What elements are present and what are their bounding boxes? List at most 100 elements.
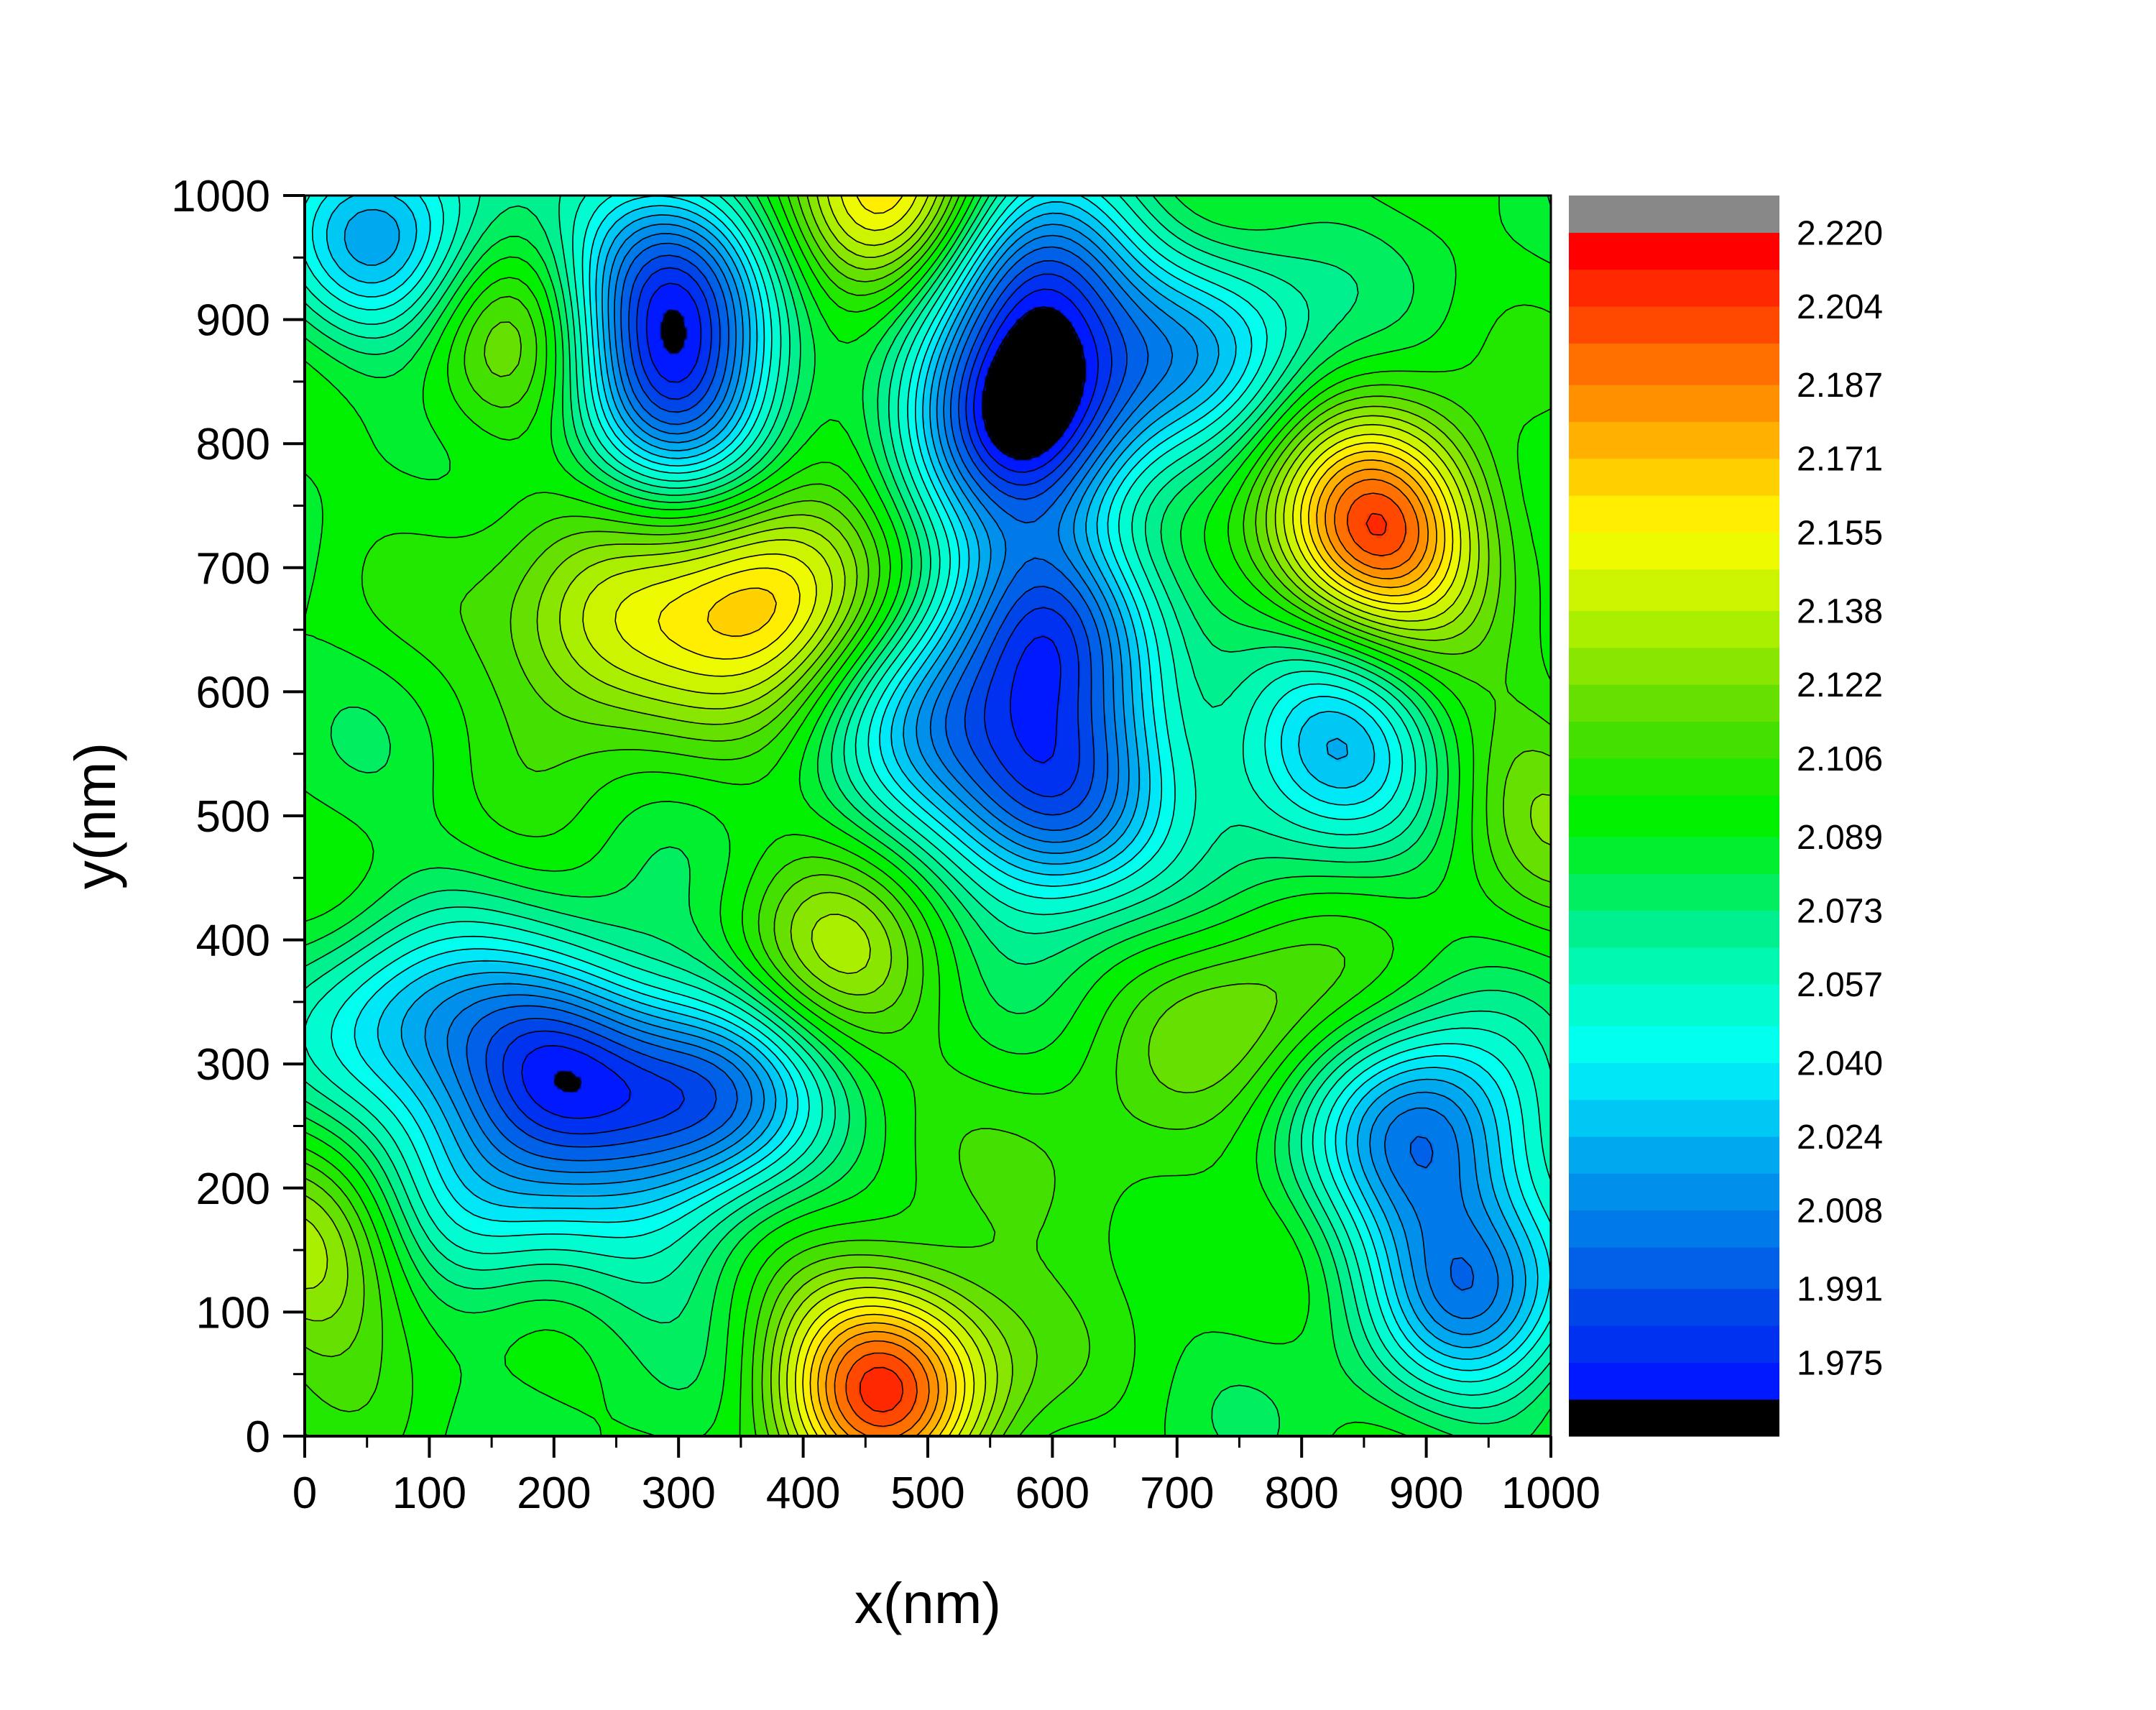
colorbar-band	[1569, 1136, 1779, 1174]
colorbar-tick-label: 2.122	[1797, 666, 1883, 704]
x-axis: 0 100 200 300 400 500 600 700 800 900 1000	[292, 1435, 1600, 1518]
colorbar-tick-label: 2.089	[1797, 819, 1883, 857]
contour-line-2	[502, 267, 1112, 1135]
colorbar-tick-label: 2.187	[1797, 367, 1883, 405]
colorbar-band	[1569, 1099, 1779, 1137]
x-tick-label: 600	[1015, 1468, 1089, 1518]
colorbar-band	[1569, 1325, 1779, 1363]
x-tick-label: 300	[641, 1468, 715, 1518]
contour-line-16	[305, 196, 1551, 1436]
contour-line-27	[834, 478, 1419, 1436]
y-axis-title: y(nm)	[63, 743, 127, 889]
contour-line-6	[424, 224, 1514, 1336]
colorbar-band	[1569, 910, 1779, 948]
x-tick-label: 900	[1389, 1468, 1463, 1518]
colorbar-band	[1569, 421, 1779, 459]
colorbar-band	[1569, 1062, 1779, 1100]
colorbar-band	[1569, 305, 1779, 344]
colorbar-tick-label: 2.171	[1797, 441, 1883, 479]
contour-line-26	[825, 468, 1429, 1436]
y-tick-label: 400	[196, 916, 270, 966]
colorbar-band	[1569, 1288, 1779, 1326]
x-tick-label: 1000	[1501, 1468, 1600, 1518]
y-tick-label: 300	[196, 1040, 270, 1090]
colorbar-band	[1569, 647, 1779, 685]
contour-line-9	[311, 196, 1551, 1371]
contour-line-10	[305, 196, 1551, 1383]
colorbar-band	[1569, 1210, 1779, 1248]
colorbar-band	[1569, 721, 1779, 759]
x-tick-label: 800	[1264, 1468, 1338, 1518]
colorbar-band	[1569, 873, 1779, 911]
colorbar-band	[1569, 758, 1779, 796]
contour-line-17	[305, 196, 1551, 1436]
contour-line-14	[305, 196, 1551, 1436]
contour-line-24	[706, 451, 1446, 1436]
colorbar-band	[1569, 684, 1779, 722]
colorbar-band	[1569, 532, 1779, 570]
colorbar-band	[1569, 196, 1779, 233]
contour-line-11	[305, 196, 1551, 1396]
contour-line-5	[446, 233, 1499, 1319]
contour-line-21	[582, 196, 1471, 1436]
contour-line-15	[305, 196, 1551, 1436]
contour-fill	[305, 196, 1551, 1436]
y-axis: 0 100 200 300 400 500 600 700 800 900 1000	[171, 172, 306, 1462]
contour-line-8	[326, 196, 1539, 1360]
colorbar-tick-label: 1.991	[1797, 1271, 1883, 1309]
colorbar-band	[1569, 984, 1779, 1026]
x-tick-label: 700	[1140, 1468, 1214, 1518]
colorbar-band	[1569, 569, 1779, 612]
y-tick-label: 700	[196, 544, 270, 594]
colorbar-band	[1569, 1173, 1779, 1211]
colorbar-tick-label: 2.057	[1797, 966, 1883, 1004]
colorbar-band	[1569, 385, 1779, 422]
contour-line-4	[466, 242, 1475, 1291]
colorbar-band	[1569, 458, 1779, 496]
contour-line-18	[305, 196, 1551, 1436]
y-tick-label: 800	[196, 420, 270, 469]
colorbar-band	[1569, 1362, 1779, 1400]
colorbar-tick-label: 2.138	[1797, 593, 1883, 631]
y-tick-label: 500	[196, 792, 270, 842]
colorbar-band	[1569, 1025, 1779, 1063]
contour-line-13	[305, 196, 1551, 1425]
y-tick-label: 900	[196, 296, 270, 346]
x-tick-label: 0	[292, 1468, 317, 1518]
contour-line-28	[845, 492, 1406, 1428]
contour-line-1	[521, 282, 1099, 1119]
colorbar-band	[1569, 343, 1779, 385]
colorbar-tick-label: 2.155	[1797, 514, 1883, 552]
x-tick-label: 100	[392, 1468, 466, 1518]
x-tick-label: 400	[766, 1468, 840, 1518]
colorbar-tick-label: 2.204	[1797, 288, 1883, 326]
contour-line-22	[614, 196, 1462, 1436]
x-tick-label: 500	[890, 1468, 964, 1518]
plot-area	[305, 196, 1551, 1436]
colorbar-band	[1569, 947, 1779, 985]
contour-line-12	[305, 196, 1551, 1409]
colorbar-band	[1569, 232, 1779, 270]
colorbar-band	[1569, 610, 1779, 648]
colorbar-tick-label: 2.024	[1797, 1118, 1883, 1157]
contour-line-3	[485, 254, 1128, 1148]
colorbar-tick-label: 2.040	[1797, 1044, 1883, 1082]
colorbar-band	[1569, 1399, 1779, 1437]
colorbar-tick-label: 1.975	[1797, 1344, 1883, 1382]
y-tick-label: 200	[196, 1164, 270, 1214]
y-tick-label: 100	[196, 1288, 270, 1338]
colorbar-band	[1569, 836, 1779, 874]
colorbar-band	[1569, 495, 1779, 533]
y-tick-label: 600	[196, 668, 270, 717]
contour-lines	[305, 196, 1551, 1436]
y-tick-label: 1000	[171, 172, 270, 221]
colorbar-tick-label: 2.008	[1797, 1192, 1883, 1231]
contour-line-19	[305, 196, 1551, 1436]
colorbar: 1.975 1.991 2.008 2.024 2.040 2.057 2.073 2.089…	[1569, 196, 1883, 1437]
contour-line-23	[658, 196, 1454, 1436]
colorbar-tick-label: 2.106	[1797, 740, 1883, 778]
contour-line-0	[553, 306, 1086, 1093]
colorbar-band	[1569, 1246, 1779, 1290]
colorbar-tick-label: 2.073	[1797, 893, 1883, 931]
